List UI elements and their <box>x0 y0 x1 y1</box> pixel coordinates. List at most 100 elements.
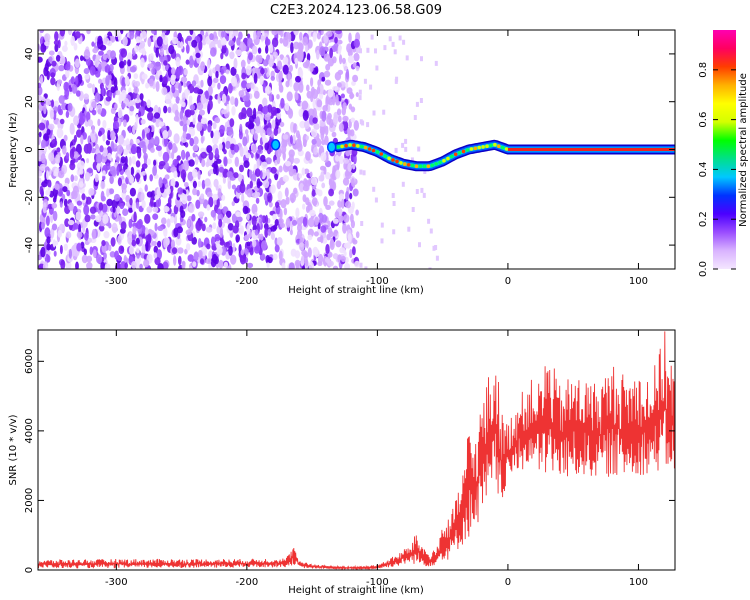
noise-speckle <box>345 149 351 157</box>
noise-speckle <box>225 140 231 150</box>
noise-speckle <box>240 113 247 120</box>
noise-speckle <box>103 231 110 239</box>
noise-speckle <box>182 131 187 139</box>
noise-speckle <box>282 175 289 182</box>
noise-speckle <box>217 39 222 49</box>
noise-speckle <box>104 64 111 73</box>
noise-speckle <box>102 214 109 225</box>
noise-speckle <box>323 70 331 78</box>
faint-speckle <box>366 47 370 53</box>
noise-speckle <box>163 237 169 249</box>
noise-speckle <box>110 107 116 115</box>
noise-speckle <box>342 158 350 164</box>
noise-speckle <box>191 168 198 178</box>
noise-speckle <box>58 95 65 104</box>
noise-speckle <box>206 145 213 154</box>
colorbar-tick-label: 0.4 <box>698 161 709 177</box>
noise-speckle <box>225 69 230 75</box>
signal-core-point <box>434 162 438 166</box>
noise-speckle <box>141 129 145 140</box>
noise-speckle <box>143 152 148 161</box>
noise-speckle <box>329 239 335 251</box>
faint-speckle <box>372 110 376 116</box>
noise-speckle <box>97 118 101 127</box>
noise-speckle <box>41 139 47 149</box>
noise-speckle <box>129 197 133 206</box>
noise-speckle <box>305 59 311 66</box>
noise-speckle <box>139 93 144 101</box>
x-tick-label: 100 <box>629 577 648 588</box>
noise-speckle <box>213 160 218 170</box>
noise-speckle <box>226 210 232 218</box>
noise-speckle <box>175 201 180 208</box>
noise-speckle <box>317 261 323 267</box>
noise-speckle <box>185 43 190 54</box>
signal-core-point <box>481 145 485 149</box>
noise-speckle <box>345 68 350 80</box>
noise-speckle <box>339 247 346 254</box>
noise-speckle <box>213 77 219 84</box>
noise-speckle <box>219 240 226 246</box>
colorbar-tick-label: 0.2 <box>698 211 709 227</box>
noise-speckle <box>222 176 226 184</box>
snr-x-label: Height of straight line (km) <box>288 585 424 596</box>
noise-speckle <box>72 151 79 159</box>
noise-speckle <box>352 188 359 197</box>
noise-speckle <box>294 91 299 101</box>
colorbar: 0.0 0.2 0.4 0.6 0.8 Normalized spectral ampl… <box>698 30 749 277</box>
signal-core-point <box>410 163 415 168</box>
noise-speckle <box>211 236 215 246</box>
noise-speckle <box>46 236 51 244</box>
noise-speckle <box>62 145 67 155</box>
faint-speckle <box>432 245 436 251</box>
noise-speckle <box>102 119 107 129</box>
noise-speckle <box>242 95 249 102</box>
noise-speckle <box>264 227 269 239</box>
noise-speckle <box>302 216 308 227</box>
noise-speckle <box>315 138 322 147</box>
faint-speckle <box>407 226 411 232</box>
noise-speckle <box>241 80 248 89</box>
noise-speckle <box>165 187 171 195</box>
noise-speckle <box>175 56 181 68</box>
noise-speckle <box>139 40 146 49</box>
noise-speckle <box>175 96 180 104</box>
signal-core-point <box>371 148 376 153</box>
noise-speckle <box>83 68 90 75</box>
noise-speckle <box>276 237 283 246</box>
noise-speckle <box>241 193 245 203</box>
noise-speckle <box>329 230 334 238</box>
y-tick-label: -20 <box>24 189 35 205</box>
noise-speckle <box>130 166 135 176</box>
noise-speckle <box>140 57 145 68</box>
noise-speckle <box>336 108 342 116</box>
noise-speckle <box>117 235 122 245</box>
noise-speckle <box>335 30 342 35</box>
noise-speckle <box>64 40 68 47</box>
noise-speckle <box>302 36 309 46</box>
noise-speckle <box>267 104 273 113</box>
noise-speckle <box>132 203 136 212</box>
noise-speckle <box>293 81 300 92</box>
noise-speckle <box>244 248 249 255</box>
noise-speckle <box>86 30 91 35</box>
noise-speckle <box>205 90 209 99</box>
noise-speckle <box>298 108 304 118</box>
colorbar-strip <box>713 30 736 269</box>
noise-speckle <box>332 114 338 126</box>
noise-speckle <box>300 255 305 264</box>
noise-speckle <box>256 158 260 170</box>
noise-speckle <box>98 130 102 137</box>
noise-speckle <box>232 225 239 234</box>
noise-speckle <box>177 247 184 254</box>
noise-speckle <box>304 120 310 130</box>
noise-speckle <box>48 152 55 162</box>
noise-speckle <box>228 83 233 94</box>
noise-speckle <box>332 265 339 269</box>
noise-speckle <box>271 30 278 36</box>
noise-speckle <box>89 246 93 255</box>
faint-speckle <box>359 169 363 175</box>
faint-speckle <box>363 78 367 84</box>
noise-speckle <box>262 132 266 144</box>
